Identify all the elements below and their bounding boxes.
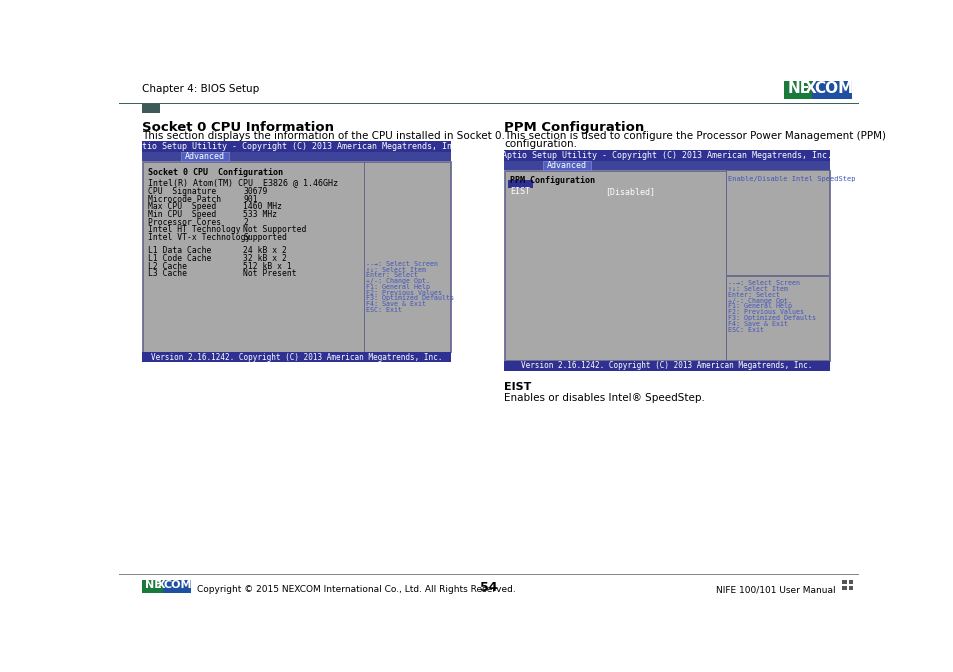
Bar	[725, 170, 828, 275]
Text: This section is used to configure the Processor Power Management (PPM): This section is used to configure the Pr…	[504, 130, 885, 140]
Text: L1 Code Cache: L1 Code Cache	[148, 254, 211, 263]
Text: Enables or disables Intel® SpeedStep.: Enables or disables Intel® SpeedStep.	[504, 393, 704, 403]
Text: PPM Configuration: PPM Configuration	[509, 176, 595, 185]
Text: 2: 2	[243, 218, 248, 226]
Text: Enter: Select: Enter: Select	[366, 272, 417, 278]
Text: Version 2.16.1242. Copyright (C) 2013 American Megatrends, Inc.: Version 2.16.1242. Copyright (C) 2013 Am…	[521, 362, 812, 370]
Text: Min CPU  Speed: Min CPU Speed	[148, 210, 216, 219]
Bar	[504, 361, 829, 371]
Text: F2: Previous Values: F2: Previous Values	[727, 309, 803, 315]
Text: COM: COM	[814, 81, 853, 95]
Text: Enable/Disable Intel SpeedStep: Enable/Disable Intel SpeedStep	[727, 176, 855, 182]
Text: This section displays the information of the CPU installed in Socket 0.: This section displays the information of…	[142, 130, 505, 140]
Bar	[542, 161, 591, 170]
Text: Aptio Setup Utility - Copyright (C) 2013 American Megatrends, Inc.: Aptio Setup Utility - Copyright (C) 2013…	[132, 142, 461, 151]
Text: 30679: 30679	[243, 187, 268, 196]
Text: L2 Cache: L2 Cache	[148, 261, 187, 271]
Text: 54: 54	[479, 581, 497, 594]
Text: Microcode Patch: Microcode Patch	[148, 195, 221, 204]
Text: EIST: EIST	[504, 382, 531, 392]
Bar	[725, 276, 828, 360]
Bar	[181, 153, 229, 161]
Text: X: X	[156, 579, 165, 589]
Text: NE: NE	[145, 579, 161, 589]
Text: Not Present: Not Present	[243, 269, 296, 278]
Text: Socket 0 CPU  Configuration: Socket 0 CPU Configuration	[148, 167, 283, 177]
Text: ESC: Exit: ESC: Exit	[366, 307, 402, 313]
Text: Aptio Setup Utility - Copyright (C) 2013 American Megatrends, Inc.: Aptio Setup Utility - Copyright (C) 2013…	[501, 151, 831, 160]
Bar	[142, 352, 451, 362]
Text: Socket 0 CPU Information: Socket 0 CPU Information	[142, 121, 335, 134]
Bar	[142, 161, 451, 352]
Text: +/-: Change Opt.: +/-: Change Opt.	[366, 278, 430, 284]
Text: Advanced: Advanced	[547, 161, 587, 170]
Text: Max CPU  Speed: Max CPU Speed	[148, 202, 216, 211]
Text: Intel(R) Atom(TM) CPU  E3826 @ 1.46GHz: Intel(R) Atom(TM) CPU E3826 @ 1.46GHz	[148, 177, 337, 187]
Bar	[119, 575, 858, 598]
Text: 901: 901	[243, 195, 257, 204]
Bar	[841, 579, 846, 584]
Text: 1460 MHz: 1460 MHz	[243, 202, 282, 211]
Text: 533 MHz: 533 MHz	[243, 210, 277, 219]
Bar	[841, 586, 846, 591]
Bar	[811, 81, 852, 99]
Bar	[142, 153, 451, 161]
Text: Not Supported: Not Supported	[243, 225, 306, 235]
Bar	[364, 162, 450, 351]
Bar	[504, 161, 829, 170]
Bar	[508, 180, 533, 187]
Text: Copyright © 2015 NEXCOM International Co., Ltd. All Rights Reserved.: Copyright © 2015 NEXCOM International Co…	[196, 585, 515, 594]
Bar	[142, 103, 159, 113]
Bar	[504, 170, 829, 361]
Bar	[163, 579, 191, 593]
Bar	[847, 579, 852, 584]
Text: Enter: Select: Enter: Select	[727, 292, 780, 298]
Text: X: X	[803, 81, 815, 95]
Text: F4: Save & Exit: F4: Save & Exit	[366, 301, 426, 307]
Text: Version 2.16.1242. Copyright (C) 2013 American Megatrends, Inc.: Version 2.16.1242. Copyright (C) 2013 Am…	[151, 353, 442, 362]
Text: 24 kB x 2: 24 kB x 2	[243, 246, 287, 255]
Bar	[143, 162, 364, 351]
Text: configuration.: configuration.	[504, 139, 577, 149]
Bar	[505, 171, 725, 360]
Text: CPU  Signature: CPU Signature	[148, 187, 216, 196]
Text: [Disabled]: [Disabled]	[604, 187, 655, 196]
Text: Intel HT Technology: Intel HT Technology	[148, 225, 240, 235]
Text: F3: Optimized Defaults: F3: Optimized Defaults	[366, 296, 454, 302]
Text: --→: Select Screen: --→: Select Screen	[727, 280, 800, 286]
Text: PPM Configuration: PPM Configuration	[504, 121, 644, 134]
Text: COM: COM	[163, 579, 192, 589]
Text: F2: Previous Values: F2: Previous Values	[366, 290, 442, 296]
Text: ↑↓: Select Item: ↑↓: Select Item	[366, 267, 426, 273]
Text: 512 kB x 1: 512 kB x 1	[243, 261, 292, 271]
Text: L3 Cache: L3 Cache	[148, 269, 187, 278]
Text: Advanced: Advanced	[185, 153, 225, 161]
Text: F1: General Help: F1: General Help	[366, 284, 430, 290]
Text: F4: Save & Exit: F4: Save & Exit	[727, 321, 787, 327]
Bar	[783, 81, 852, 99]
Text: +/-: Change Opt.: +/-: Change Opt.	[727, 298, 791, 304]
Text: Processor Cores: Processor Cores	[148, 218, 221, 226]
Text: F1: General Help: F1: General Help	[727, 304, 791, 310]
Bar	[119, 81, 858, 101]
Bar	[142, 579, 191, 593]
Text: ESC: Exit: ESC: Exit	[727, 327, 763, 333]
Text: Intel VT-x Technology: Intel VT-x Technology	[148, 233, 250, 242]
Text: L1 Data Cache: L1 Data Cache	[148, 246, 211, 255]
Text: Chapter 4: BIOS Setup: Chapter 4: BIOS Setup	[142, 84, 259, 93]
Bar	[847, 586, 852, 591]
Text: NIFE 100/101 User Manual: NIFE 100/101 User Manual	[715, 585, 835, 594]
Bar	[504, 150, 829, 161]
Bar	[142, 142, 451, 153]
Text: 32 kB x 2: 32 kB x 2	[243, 254, 287, 263]
Text: F3: Optimized Defaults: F3: Optimized Defaults	[727, 315, 815, 321]
Text: Supported: Supported	[243, 233, 287, 242]
Text: ↑↓: Select Item: ↑↓: Select Item	[727, 286, 787, 292]
Text: NE: NE	[786, 81, 810, 95]
Text: EIST: EIST	[509, 187, 529, 196]
Text: --→: Select Screen: --→: Select Screen	[366, 261, 437, 267]
